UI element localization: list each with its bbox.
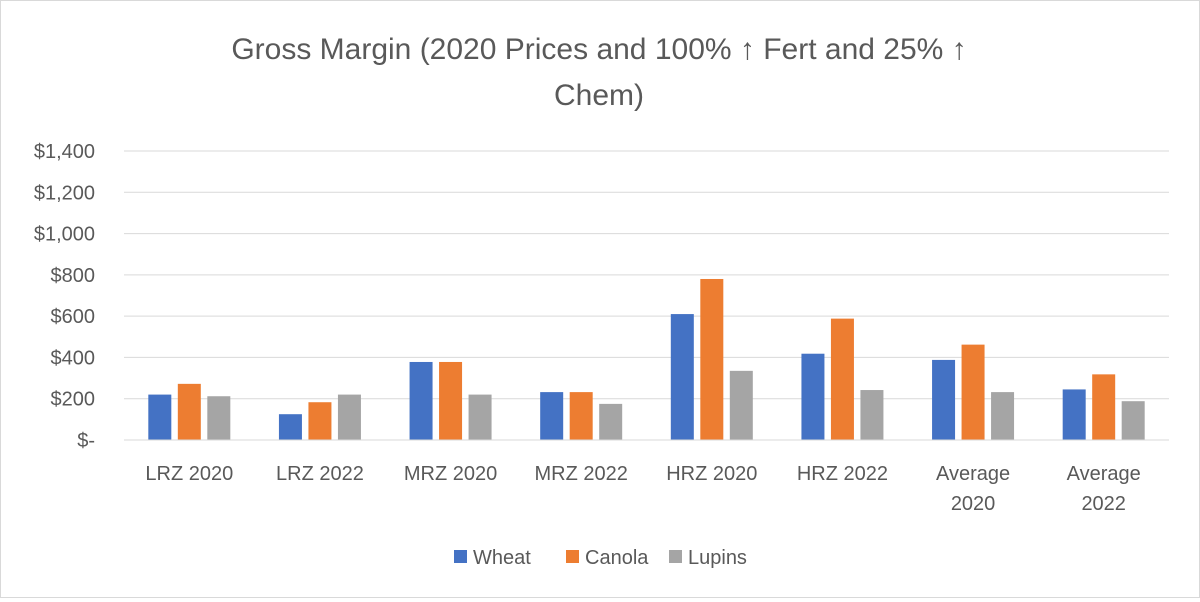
bar-lupins bbox=[599, 403, 623, 440]
bar-wheat bbox=[278, 414, 302, 440]
bar-lupins bbox=[1121, 401, 1145, 440]
bar-wheat bbox=[540, 392, 564, 440]
x-tick-label: 2020 bbox=[951, 493, 996, 515]
x-tick-label: 2022 bbox=[1081, 493, 1126, 515]
chart-title-line: Chem) bbox=[554, 79, 644, 112]
bar-canola bbox=[700, 278, 724, 440]
bar-lupins bbox=[337, 394, 361, 440]
bar-canola bbox=[439, 361, 463, 440]
bar-lupins bbox=[207, 396, 231, 440]
bar-canola bbox=[308, 402, 332, 440]
x-tick-label: LRZ 2020 bbox=[145, 463, 233, 485]
legend-swatch-lupins bbox=[669, 550, 682, 563]
bar-lupins bbox=[468, 394, 492, 440]
y-tick-label: $1,000 bbox=[34, 224, 95, 246]
chart-title: Gross Margin (2020 Prices and 100% ↑ Fer… bbox=[231, 33, 966, 112]
bar-lupins bbox=[991, 392, 1015, 440]
bar-wheat bbox=[1062, 389, 1086, 440]
bar-wheat bbox=[670, 314, 694, 440]
legend-label-wheat: Wheat bbox=[473, 547, 531, 569]
bars bbox=[148, 278, 1145, 440]
x-tick-label: HRZ 2022 bbox=[797, 463, 888, 485]
y-tick-label: $600 bbox=[51, 306, 96, 328]
x-tick-label: Average bbox=[1067, 463, 1141, 485]
bar-wheat bbox=[801, 353, 825, 440]
y-tick-label: $- bbox=[77, 430, 95, 452]
legend-swatch-canola bbox=[566, 550, 579, 563]
bar-canola bbox=[177, 383, 201, 440]
bar-wheat bbox=[409, 361, 433, 440]
y-tick-label: $1,200 bbox=[34, 182, 95, 204]
legend: Wheat Canola Lupins bbox=[454, 547, 747, 569]
bar-canola bbox=[1092, 374, 1116, 440]
bar-wheat bbox=[932, 359, 956, 440]
bar-lupins bbox=[860, 390, 884, 440]
y-tick-label: $200 bbox=[51, 389, 96, 411]
legend-label-canola: Canola bbox=[585, 547, 649, 569]
legend-swatch-wheat bbox=[454, 550, 467, 563]
bar-canola bbox=[961, 344, 985, 440]
legend-label-lupins: Lupins bbox=[688, 547, 747, 569]
y-axis-tick-labels: $- $200 $400 $600 $800 $1,000 $1,200 $1,400 bbox=[34, 141, 95, 452]
x-tick-label: MRZ 2022 bbox=[535, 463, 628, 485]
bar-wheat bbox=[148, 394, 172, 440]
x-tick-label: LRZ 2022 bbox=[276, 463, 364, 485]
x-tick-label: HRZ 2020 bbox=[666, 463, 757, 485]
x-tick-label: Average bbox=[936, 463, 1010, 485]
chart-title-line: Gross Margin (2020 Prices and 100% ↑ Fer… bbox=[231, 33, 966, 66]
gridlines bbox=[124, 150, 1169, 400]
bar-lupins bbox=[729, 370, 753, 440]
y-tick-label: $400 bbox=[51, 347, 96, 369]
y-tick-label: $800 bbox=[51, 265, 96, 287]
x-tick-label: MRZ 2020 bbox=[404, 463, 497, 485]
y-tick-label: $1,400 bbox=[34, 141, 95, 163]
bar-canola bbox=[569, 392, 593, 440]
x-axis-tick-labels: LRZ 2020 LRZ 2022 MRZ 2020 MRZ 2022 HRZ 2020… bbox=[145, 463, 1140, 515]
bar-canola bbox=[830, 318, 854, 440]
